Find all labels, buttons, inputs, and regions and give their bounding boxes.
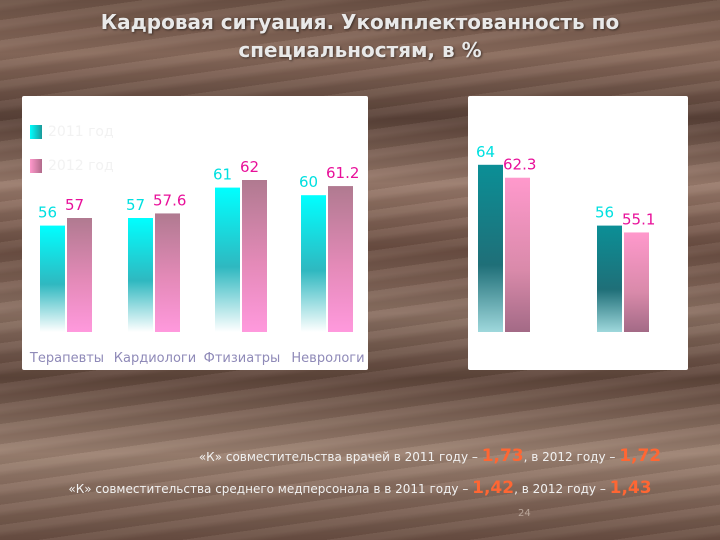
bar-2011-2 bbox=[215, 187, 240, 332]
bar-2011-3 bbox=[301, 195, 326, 332]
bar-2012-2 bbox=[242, 180, 267, 332]
value-label-2011-0: 56 bbox=[38, 204, 57, 222]
legend-item-2012: 2012 год bbox=[30, 158, 114, 174]
page-number: 24 bbox=[518, 508, 531, 519]
note-doctors-prefix: «К» совместительства врачей в 2011 году … bbox=[198, 450, 482, 464]
bar-2011-4 bbox=[478, 164, 503, 332]
value-label-2012-0: 57 bbox=[65, 196, 84, 214]
legend-item-2011: 2011 год bbox=[30, 124, 114, 140]
bar-2012-5 bbox=[624, 232, 649, 332]
value-label-2012-5: 55.1 bbox=[622, 210, 655, 228]
bar-2012-4 bbox=[505, 177, 530, 332]
bar-2011-5 bbox=[597, 225, 622, 332]
value-label-2012-4: 62.3 bbox=[503, 156, 536, 174]
value-label-2011-1: 57 bbox=[126, 196, 145, 214]
note-doctors: «К» совместительства врачей в 2011 году … bbox=[70, 446, 720, 466]
title-line-2: специальностям, в % bbox=[238, 38, 482, 62]
category-label-3: Неврологи bbox=[291, 351, 364, 366]
legend-swatch-2012 bbox=[30, 159, 42, 173]
value-label-2011-5: 56 bbox=[595, 204, 614, 222]
category-label-0: Терапевты bbox=[29, 351, 104, 366]
note-nurses-middle: , в 2012 году – bbox=[514, 482, 610, 496]
legend-label-2011: 2011 год bbox=[48, 124, 114, 140]
value-label-2011-2: 61 bbox=[213, 166, 232, 184]
note-doctors-value-2011: 1,73 bbox=[481, 446, 524, 466]
note-nurses: «К» совместительства среднего медперсона… bbox=[0, 478, 720, 498]
category-label-5: Хирурги bbox=[604, 350, 657, 363]
value-label-2012-1: 57.6 bbox=[153, 191, 186, 209]
value-label-2011-4: 64 bbox=[476, 143, 495, 161]
category-label-4: Педиатры bbox=[482, 350, 547, 363]
category-label-2: Фтизиатры bbox=[204, 351, 281, 366]
bar-2011-1 bbox=[128, 218, 153, 332]
bar-2012-0 bbox=[67, 218, 92, 332]
note-nurses-value-2012: 1,43 bbox=[609, 478, 652, 498]
bar-2011-0 bbox=[40, 225, 65, 332]
legend-swatch-2011 bbox=[30, 125, 42, 139]
legend-label-2012: 2012 год bbox=[48, 158, 114, 174]
note-nurses-value-2011: 1,42 bbox=[472, 478, 515, 498]
value-label-2012-2: 62 bbox=[240, 158, 259, 176]
value-label-2011-3: 60 bbox=[299, 173, 318, 191]
bar-2012-3 bbox=[328, 186, 353, 332]
page-title: Кадровая ситуация. Укомплектованность по… bbox=[60, 8, 660, 64]
chart-panel-right bbox=[468, 96, 688, 370]
note-nurses-prefix: «К» совместительства среднего медперсона… bbox=[68, 482, 473, 496]
note-doctors-middle: , в 2012 году – bbox=[523, 450, 620, 464]
bar-2012-1 bbox=[155, 213, 180, 332]
title-line-1: Кадровая ситуация. Укомплектованность по bbox=[100, 10, 620, 34]
value-label-2012-3: 61.2 bbox=[326, 164, 359, 182]
category-label-1: Кардиологи bbox=[114, 351, 196, 366]
note-doctors-value-2012: 1,72 bbox=[619, 446, 662, 466]
